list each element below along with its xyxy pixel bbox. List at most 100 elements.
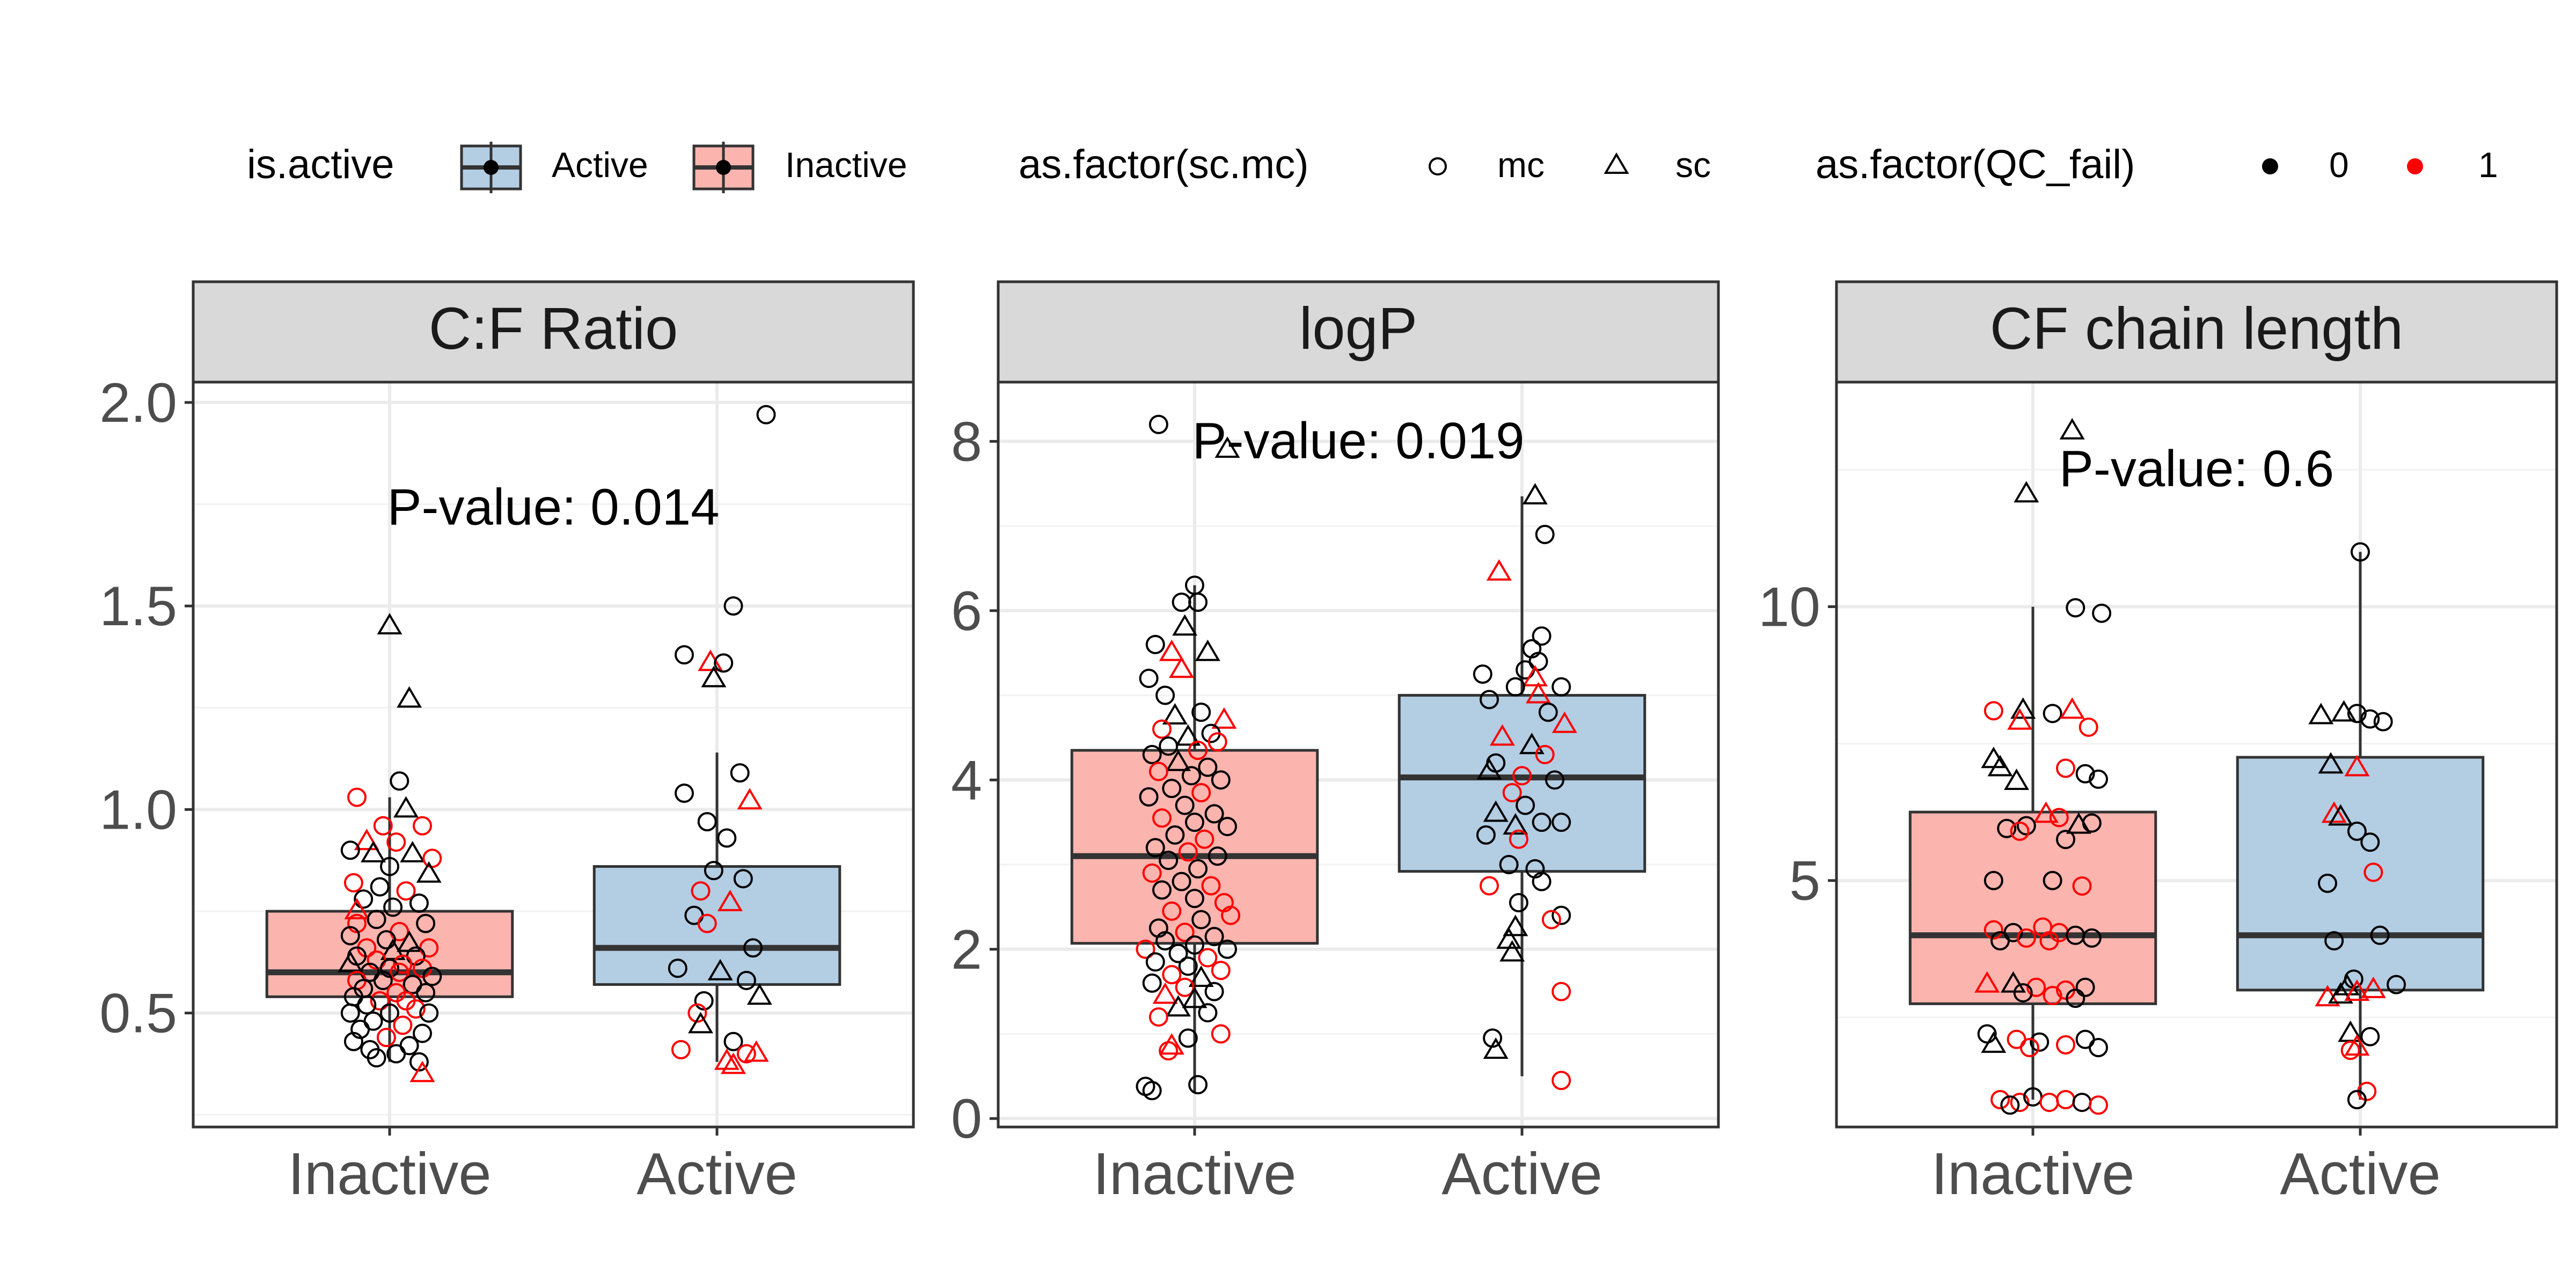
data-point-mc xyxy=(1473,664,1492,684)
data-point-mc xyxy=(380,1003,399,1023)
data-point-mc xyxy=(2387,975,2406,994)
data-point-mc xyxy=(1198,948,1218,968)
data-point-sc xyxy=(747,983,772,1005)
data-point-sc xyxy=(1476,758,1502,780)
data-point-sc xyxy=(2059,418,2085,440)
data-point-sc xyxy=(2344,979,2370,1001)
data-point-mc xyxy=(1218,817,1237,837)
data-point-mc xyxy=(675,645,694,665)
data-point-mc xyxy=(1162,779,1182,799)
data-point-mc xyxy=(1198,1003,1218,1023)
y-tick-label: 0 xyxy=(951,1088,982,1150)
data-point-mc xyxy=(1145,838,1165,858)
data-point-sc xyxy=(380,938,406,960)
data-point-mc xyxy=(1208,846,1227,866)
data-point-mc xyxy=(340,926,360,946)
data-point-mc xyxy=(1178,1028,1198,1048)
data-point-mc xyxy=(1552,905,1571,925)
data-point-sc xyxy=(1175,724,1201,746)
data-point-mc xyxy=(2347,704,2367,723)
data-point-mc xyxy=(1142,1081,1162,1101)
data-point-mc xyxy=(422,967,442,986)
data-point-mc xyxy=(694,991,714,1011)
data-point-mc xyxy=(347,787,367,807)
data-point-mc xyxy=(2066,989,2085,1008)
data-point-mc xyxy=(2016,928,2036,948)
data-point-mc xyxy=(390,771,409,791)
data-point-mc xyxy=(376,1028,396,1048)
data-point-mc xyxy=(1162,965,1182,985)
data-point-mc xyxy=(1175,923,1195,942)
data-point-mc xyxy=(675,784,694,803)
data-point-mc xyxy=(2079,717,2098,737)
data-point-mc xyxy=(1204,804,1224,824)
data-point-mc xyxy=(1148,762,1168,781)
data-point-mc xyxy=(1990,1089,2010,1109)
legend: is.active Active Inactive as.factor(sc.m… xyxy=(247,142,2498,193)
data-point-sc xyxy=(1522,665,1548,687)
data-point-sc xyxy=(1552,711,1577,733)
data-point-mc xyxy=(1145,634,1165,654)
data-point-mc xyxy=(691,881,711,901)
data-point-mc xyxy=(2340,1041,2360,1060)
data-point-mc xyxy=(668,958,687,978)
x-tick-label: Active xyxy=(1441,1141,1602,1207)
data-point-mc xyxy=(2016,816,2036,836)
data-point-mc xyxy=(2039,931,2059,950)
data-point-mc xyxy=(2010,1093,2030,1113)
data-point-mc xyxy=(1152,808,1172,828)
data-point-mc xyxy=(1175,977,1195,997)
data-point-sc xyxy=(1486,559,1512,581)
data-point-mc xyxy=(1148,1007,1168,1027)
data-point-mc xyxy=(1480,690,1499,709)
data-point-sc xyxy=(1489,724,1515,746)
data-point-mc xyxy=(1480,876,1499,896)
data-point-mc xyxy=(1545,770,1564,790)
data-point-mc xyxy=(2082,928,2102,948)
data-point-mc xyxy=(357,995,377,1015)
data-point-mc xyxy=(409,893,429,913)
data-point-mc xyxy=(2089,769,2108,789)
data-point-mc xyxy=(717,828,737,848)
data-point-mc xyxy=(2049,808,2069,828)
data-point-mc xyxy=(723,596,743,616)
data-point-mc xyxy=(2026,977,2046,997)
panel-strip-title: CF chain length xyxy=(1990,296,2403,362)
data-point-sc xyxy=(2004,769,2029,791)
data-point-mc xyxy=(1185,813,1204,832)
data-point-mc xyxy=(2360,709,2380,729)
panel-strip xyxy=(997,280,1720,384)
data-point-mc xyxy=(2089,1095,2108,1115)
data-point-sc xyxy=(393,796,419,818)
data-point-mc xyxy=(1152,880,1172,900)
data-point-mc xyxy=(2056,1035,2075,1055)
data-point-mc xyxy=(2043,704,2062,723)
legend-shape-title: as.factor(sc.mc) xyxy=(1019,142,1309,187)
data-point-mc xyxy=(697,812,717,832)
data-point-mc xyxy=(2318,873,2337,893)
panel-border xyxy=(1835,380,2558,1129)
panel-strip-title: C:F Ratio xyxy=(429,296,678,362)
y-tick-label: 5 xyxy=(1789,850,1820,912)
data-point-sc xyxy=(1974,971,2000,993)
data-point-sc xyxy=(688,1012,713,1034)
data-point-mc xyxy=(2019,1038,2039,1058)
data-point-sc xyxy=(714,1048,740,1070)
data-point-mc xyxy=(347,913,367,933)
data-point-mc xyxy=(1552,982,1571,1001)
legend-fill-title: is.active xyxy=(247,142,394,187)
data-point-mc xyxy=(370,991,390,1011)
data-point-mc xyxy=(1191,702,1211,722)
data-point-mc xyxy=(370,877,390,897)
data-point-mc xyxy=(416,913,436,933)
data-point-mc xyxy=(714,653,734,673)
data-point-mc xyxy=(367,1048,386,1068)
data-point-mc xyxy=(1142,973,1162,993)
data-point-mc xyxy=(1552,1071,1571,1091)
data-point-mc xyxy=(2089,1038,2108,1058)
data-point-mc xyxy=(383,897,403,917)
data-point-mc xyxy=(756,405,776,425)
data-point-mc xyxy=(736,1044,756,1064)
data-point-mc xyxy=(419,1003,439,1023)
data-point-sc xyxy=(1172,614,1198,636)
